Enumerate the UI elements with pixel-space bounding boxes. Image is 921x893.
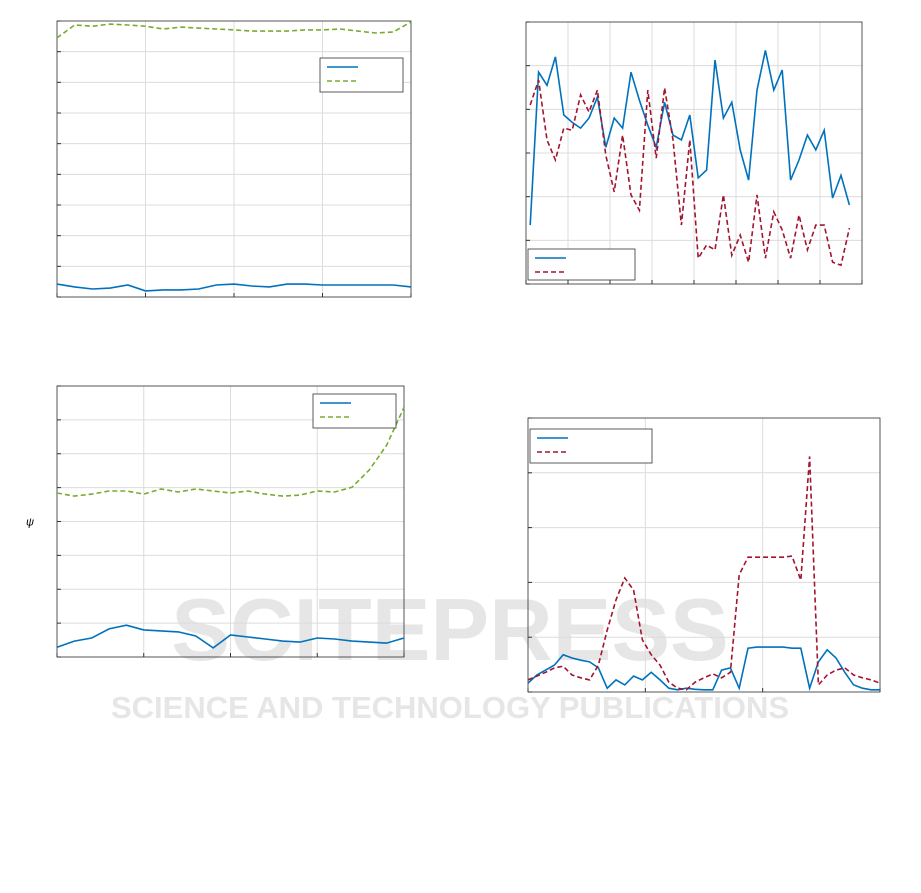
y-axis-label: ψ — [26, 517, 34, 529]
series-line — [527, 456, 881, 691]
series-line — [529, 50, 851, 226]
legend-box — [529, 428, 653, 464]
series-line — [529, 79, 851, 267]
series-line — [56, 21, 412, 39]
series-line — [56, 624, 405, 649]
series-line — [527, 646, 880, 692]
axes-frame — [56, 385, 405, 658]
series-line — [56, 406, 405, 497]
axes-frame — [56, 20, 412, 298]
axes-frame — [525, 21, 863, 285]
legend-box — [527, 248, 636, 281]
series-line — [56, 283, 412, 292]
watermark-subtitle: SCIENCE AND TECHNOLOGY PUBLICATIONS — [111, 690, 789, 725]
legend-box — [319, 57, 404, 93]
axes-frame — [527, 417, 881, 693]
legend-box — [312, 393, 397, 429]
watermark-title: SCITEPRESS — [171, 580, 728, 679]
